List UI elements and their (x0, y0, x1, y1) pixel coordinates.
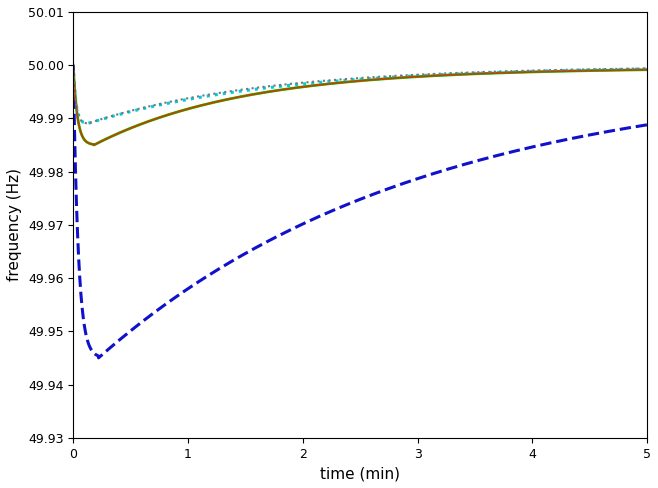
Y-axis label: frequency (Hz): frequency (Hz) (7, 168, 22, 282)
X-axis label: time (min): time (min) (320, 466, 400, 481)
